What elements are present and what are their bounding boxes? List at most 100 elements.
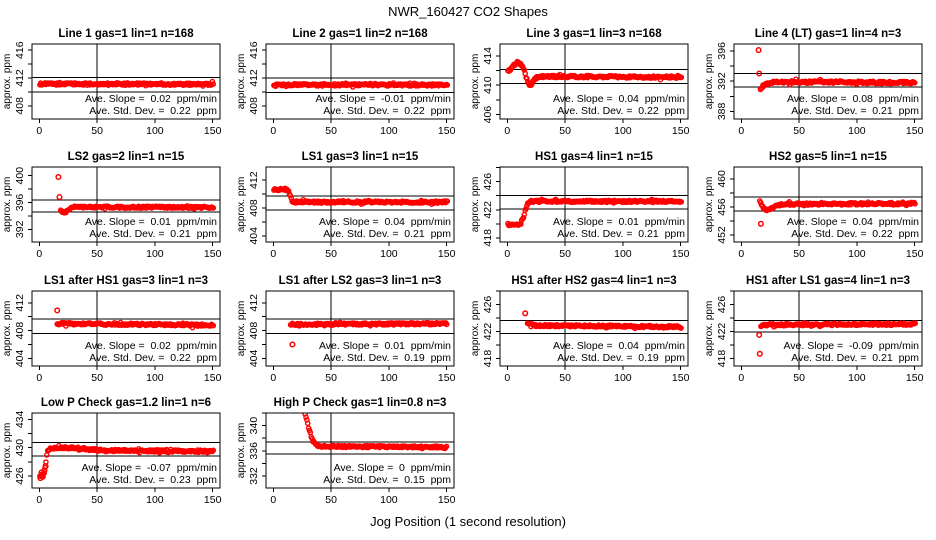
x-tick-label: 0 (270, 372, 276, 384)
stddev-text: Ave. Std. Dev. = 0.19 ppm (557, 352, 685, 364)
x-tick-label: 50 (559, 372, 571, 384)
subplot-10: 418 422 426 0 50 100 150 approx. ppm HS1 after H… (470, 275, 690, 384)
plot-box (265, 166, 455, 243)
outlier-point (56, 194, 63, 201)
data-points (271, 185, 451, 207)
subplot-title: LS1 gas=3 lin=1 n=15 (302, 151, 419, 163)
y-tick-label: 406 (482, 106, 494, 124)
data-points (505, 196, 685, 229)
y-tick-label: 412 (14, 294, 26, 312)
stddev-text: Ave. Std. Dev. = 0.22 ppm (89, 105, 217, 117)
x-tick-label: 0 (504, 248, 510, 260)
outlier-point (39, 473, 46, 480)
data-points (54, 307, 217, 331)
y-axis-label: approx. ppm (2, 177, 13, 233)
subplot-title: HS1 after HS2 gas=4 lin=1 n=3 (511, 275, 676, 287)
y-axis-label: approx. ppm (470, 54, 481, 110)
x-tick-label: 150 (906, 125, 924, 137)
data-points (37, 78, 217, 89)
x-tick-label: 100 (614, 248, 632, 260)
x-tick-label: 150 (906, 372, 924, 384)
x-tick-label: 0 (36, 494, 42, 506)
subplot-3: 388 392 396 0 50 100 150 approx. ppm Line 4 (LT)… (704, 28, 924, 137)
x-tick-label: 0 (504, 372, 510, 384)
x-tick-label: 150 (672, 125, 690, 137)
x-tick-label: 0 (504, 125, 510, 137)
data-points (287, 319, 450, 348)
stddev-text: Ave. Std. Dev. = 0.21 ppm (323, 228, 451, 240)
subplot-title: Line 1 gas=1 lin=1 n=168 (58, 28, 194, 40)
slope-text: Ave. Slope = 0.04 ppm/min (787, 216, 919, 228)
y-tick-label: 408 (14, 97, 26, 115)
stddev-text: Ave. Std. Dev. = 0.19 ppm (323, 352, 451, 364)
y-tick-label: 430 (14, 439, 26, 457)
x-tick-label: 50 (793, 372, 805, 384)
outlier-point (755, 47, 762, 54)
x-tick-label: 0 (270, 125, 276, 137)
subplot-title: LS2 gas=2 lin=1 n=15 (68, 151, 185, 163)
data-points (755, 47, 918, 93)
y-tick-label: 404 (248, 227, 260, 245)
stddev-text: Ave. Std. Dev. = 0.21 ppm (557, 228, 685, 240)
slope-text: Ave. Slope = 0.01 ppm/min (553, 216, 685, 228)
x-tick-label: 50 (325, 372, 337, 384)
plot-box (31, 290, 221, 367)
subplot-12: 426 430 434 0 50 100 150 approx. ppm Low P Check… (2, 397, 222, 506)
x-tick-label: 150 (438, 125, 456, 137)
subplot-title: High P Check gas=1 lin=0.8 n=3 (274, 397, 447, 409)
y-axis-label: approx. ppm (2, 54, 13, 110)
stddev-text: Ave. Std. Dev. = 0.21 ppm (791, 105, 919, 117)
x-tick-label: 150 (204, 494, 222, 506)
slope-text: Ave. Slope = 0.02 ppm/min (85, 93, 217, 105)
plot-box (31, 166, 221, 243)
stddev-text: Ave. Std. Dev. = 0.22 ppm (323, 105, 451, 117)
x-tick-label: 0 (36, 372, 42, 384)
y-tick-label: 412 (248, 294, 260, 312)
x-tick-label: 100 (146, 372, 164, 384)
y-tick-label: 404 (248, 349, 260, 367)
y-axis-label: approx. ppm (236, 54, 247, 110)
x-tick-label: 50 (91, 125, 103, 137)
y-axis-label: approx. ppm (704, 54, 715, 110)
data-points (271, 80, 451, 90)
x-tick-label: 0 (36, 248, 42, 260)
subplot-13: 332 336 340 0 50 100 150 approx. ppm High P Chec… (236, 397, 456, 506)
x-tick-label: 50 (793, 125, 805, 137)
y-axis-label: approx. ppm (236, 423, 247, 479)
plot-box (265, 290, 455, 367)
y-tick-label: 412 (248, 171, 260, 189)
plot-box (31, 412, 221, 489)
outlier-point (289, 341, 296, 348)
x-tick-label: 100 (146, 125, 164, 137)
data-points (302, 413, 450, 452)
x-tick-label: 100 (380, 248, 398, 260)
data-points (756, 319, 919, 357)
y-tick-label: 426 (482, 173, 494, 191)
x-tick-label: 150 (204, 125, 222, 137)
y-tick-label: 404 (14, 349, 26, 367)
subplot-title: LS1 after LS2 gas=3 lin=1 n=3 (279, 275, 442, 287)
outlier-point (756, 331, 763, 338)
y-axis-label: approx. ppm (704, 177, 715, 233)
data-points (757, 198, 918, 227)
slope-text: Ave. Slope = 0 ppm/min (334, 462, 452, 474)
y-tick-label: 416 (248, 41, 260, 59)
x-tick-label: 50 (325, 125, 337, 137)
data-points (522, 310, 684, 332)
y-tick-label: 434 (14, 410, 26, 428)
x-tick-label: 0 (270, 248, 276, 260)
x-tick-label: 0 (738, 372, 744, 384)
subplot-title: HS1 after LS1 gas=4 lin=1 n=3 (746, 275, 910, 287)
y-tick-label: 422 (482, 323, 494, 341)
y-tick-label: 452 (716, 226, 728, 244)
subplot-2: 406 410 414 0 50 100 150 approx. ppm Line 3 gas=… (470, 28, 690, 137)
y-tick-label: 426 (716, 296, 728, 314)
subplot-7: 452 456 460 0 50 100 150 approx. ppm HS2 gas=5 l… (704, 151, 924, 260)
y-tick-label: 400 (14, 167, 26, 185)
plot-box (499, 43, 689, 120)
x-tick-label: 100 (614, 372, 632, 384)
plot-box (499, 166, 689, 243)
x-tick-label: 50 (559, 125, 571, 137)
